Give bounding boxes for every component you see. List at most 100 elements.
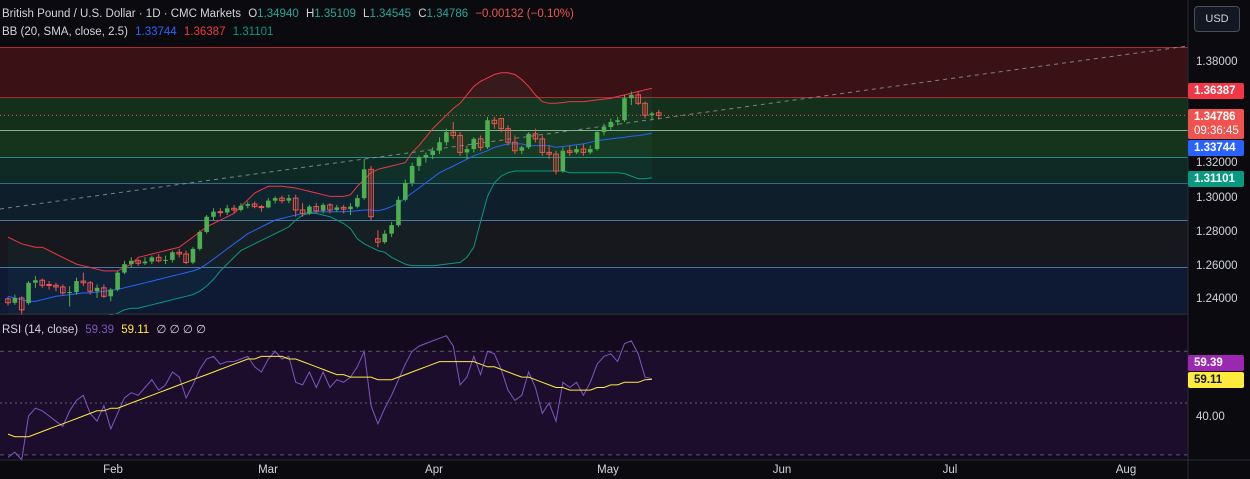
candle-body xyxy=(409,165,415,183)
bb-upper-tag: 1.36387 xyxy=(1188,83,1244,99)
time-tick: Feb xyxy=(103,464,123,476)
price-zone xyxy=(0,130,1188,157)
candle-body xyxy=(485,120,490,148)
time-tick: Apr xyxy=(425,464,443,476)
candle-body xyxy=(122,264,127,273)
candle-body xyxy=(498,118,504,130)
candle-body xyxy=(251,203,258,208)
candle-body xyxy=(231,207,237,211)
candle-body xyxy=(115,272,120,290)
candle-body xyxy=(307,206,312,214)
candle-body xyxy=(580,148,587,153)
candle-body xyxy=(553,153,559,172)
candle-body xyxy=(170,252,175,260)
candle-body xyxy=(197,231,203,249)
candle-body xyxy=(437,142,442,151)
candle-body xyxy=(183,253,189,263)
rsi-legend-label[interactable]: RSI (14, close) xyxy=(2,324,79,336)
bb-fill xyxy=(8,72,652,356)
candle-body xyxy=(532,133,539,140)
candle-body xyxy=(539,138,546,153)
ohlc-close: C1.34786 xyxy=(418,8,469,20)
rsi-pane xyxy=(0,315,1188,462)
price-zones xyxy=(0,47,1188,313)
price-tick: 1.26000 xyxy=(1196,260,1238,272)
candle-body xyxy=(135,260,141,264)
candle-body xyxy=(327,204,333,211)
time-tick: Jul xyxy=(942,464,958,476)
candle-body xyxy=(368,168,374,218)
candle-body xyxy=(299,209,306,214)
bb-upper-line xyxy=(7,72,653,272)
ohlc-open: O1.34940 xyxy=(248,8,299,20)
rsi-band xyxy=(0,351,1188,455)
candle-body xyxy=(33,280,38,283)
candle-body xyxy=(211,211,216,217)
candle-body xyxy=(519,147,525,151)
rsi-ma-tag: 59.11 xyxy=(1188,372,1244,388)
candle-body xyxy=(266,200,271,208)
candle-body xyxy=(361,169,367,199)
candle-body xyxy=(39,279,46,286)
candle-body xyxy=(444,132,449,143)
candle-body xyxy=(512,141,518,152)
bb-legend-label[interactable]: BB (20, SMA, close, 2.5) xyxy=(2,26,128,38)
price-zone xyxy=(0,97,1188,130)
candle-body xyxy=(635,94,642,104)
price-zone xyxy=(0,267,1188,313)
bar-countdown: 09:36:45 xyxy=(1194,125,1239,137)
candle-body xyxy=(74,281,79,293)
rsi-line xyxy=(7,335,653,462)
candle-body xyxy=(464,149,470,153)
rsi-legend[interactable]: RSI (14, close) 59.39 59.11 ∅ ∅ ∅ ∅ xyxy=(2,322,210,336)
time-tick: May xyxy=(597,464,619,476)
candle-body xyxy=(574,149,579,153)
bb-basis-value: 1.33744 xyxy=(135,26,177,38)
currency-button[interactable]: USD xyxy=(1194,6,1240,32)
price-tick: 1.38000 xyxy=(1196,56,1238,68)
candle-body xyxy=(53,284,59,288)
bb-basis-tag: 1.33744 xyxy=(1188,140,1244,156)
candle-body xyxy=(94,287,100,292)
price-tick: 1.30000 xyxy=(1196,192,1238,204)
candle-body xyxy=(423,154,429,158)
candle-body xyxy=(5,298,11,304)
candle-body xyxy=(101,287,107,297)
candle-body xyxy=(416,157,422,166)
candle-body xyxy=(334,207,340,210)
candle-body xyxy=(560,150,566,172)
ohlc-low: L1.34545 xyxy=(363,8,412,20)
time-tick: Mar xyxy=(258,464,278,476)
candle-body xyxy=(649,113,655,116)
candle-body xyxy=(594,132,600,150)
price-tick: 1.24000 xyxy=(1196,293,1238,305)
candle-body xyxy=(382,233,388,243)
candle-body xyxy=(18,297,25,311)
candle-body xyxy=(629,94,634,99)
candle-body xyxy=(430,150,435,155)
rsi-tag: 59.39 xyxy=(1188,355,1244,371)
candle-body xyxy=(491,119,498,125)
candle-body xyxy=(313,206,320,212)
rsi-empty-values: ∅ ∅ ∅ ∅ xyxy=(156,324,207,336)
symbol-title[interactable]: British Pound / U.S. Dollar · 1D · CMC M… xyxy=(2,8,242,20)
symbol-legend[interactable]: British Pound / U.S. Dollar · 1D · CMC M… xyxy=(2,8,578,20)
candle-body xyxy=(12,298,18,303)
bb-lower-value: 1.31101 xyxy=(232,26,274,38)
candle-body xyxy=(375,238,381,243)
candles xyxy=(5,91,662,315)
candle-body xyxy=(286,198,292,201)
time-tick: Jun xyxy=(772,464,792,476)
price-tick: 1.32000 xyxy=(1196,157,1238,169)
candle-body xyxy=(622,98,627,121)
candle-body xyxy=(46,283,52,286)
candle-body xyxy=(526,133,531,148)
price-change: −0.00132 (−0.10%) xyxy=(475,8,574,20)
rsi-ma-line xyxy=(7,355,652,438)
ohlc-high: H1.35109 xyxy=(305,8,356,20)
bb-legend[interactable]: BB (20, SMA, close, 2.5) 1.33744 1.36387… xyxy=(2,26,277,38)
candle-body xyxy=(340,206,347,210)
candle-body xyxy=(108,289,114,297)
